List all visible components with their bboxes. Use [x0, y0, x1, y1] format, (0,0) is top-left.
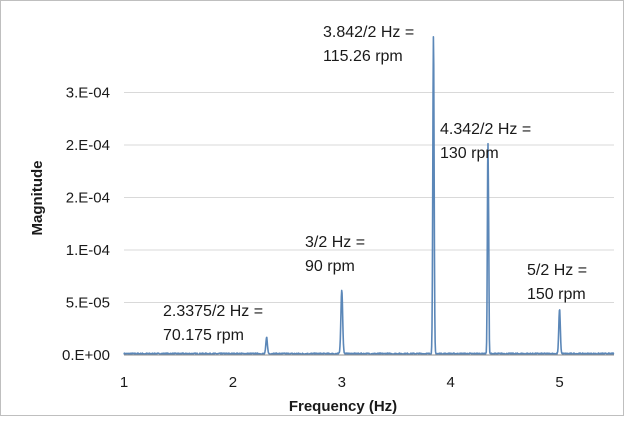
y-tick-label: 2.E-04 — [66, 137, 110, 154]
y-tick-labels: 0.E+00 5.E-05 1.E-04 2.E-04 2.E-04 3.E-04 — [62, 85, 110, 365]
y-tick-label: 0.E+00 — [62, 347, 110, 364]
peak-annotation: 3.842/2 Hz = 115.26 rpm — [323, 24, 414, 65]
annotation-line: 3.842/2 Hz = — [323, 24, 414, 41]
x-tick-label: 3 — [338, 374, 346, 391]
spectrum-line — [123, 35, 615, 356]
spectrum-series — [123, 35, 615, 356]
annotation-line: 150 rpm — [527, 286, 586, 303]
annotation-line: 3/2 Hz = — [305, 234, 365, 251]
peak-annotation: 4.342/2 Hz = 130 rpm — [440, 121, 531, 162]
peak-annotation: 5/2 Hz = 150 rpm — [527, 262, 587, 303]
x-tick-labels: 1 2 3 4 5 — [120, 374, 564, 391]
annotation-line: 2.3375/2 Hz = — [163, 303, 263, 320]
y-tick-label: 5.E-05 — [66, 295, 110, 312]
annotation-line: 4.342/2 Hz = — [440, 121, 531, 138]
x-tick-label: 5 — [555, 374, 563, 391]
y-tick-label: 2.E-04 — [66, 190, 110, 207]
peak-annotations: 2.3375/2 Hz = 70.175 rpm 3/2 Hz = 90 rpm 3.8… — [163, 24, 587, 344]
annotation-line: 90 rpm — [305, 258, 355, 275]
y-axis-title: Magnitude — [29, 161, 46, 236]
peak-annotation: 2.3375/2 Hz = 70.175 rpm — [163, 303, 263, 344]
y-tick-label: 3.E-04 — [66, 85, 110, 102]
x-tick-label: 2 — [229, 374, 237, 391]
annotation-line: 5/2 Hz = — [527, 262, 587, 279]
annotation-line: 70.175 rpm — [163, 327, 244, 344]
x-tick-label: 4 — [446, 374, 454, 391]
gridlines — [124, 92, 614, 303]
annotation-line: 115.26 rpm — [323, 48, 403, 65]
y-tick-label: 1.E-04 — [66, 242, 110, 259]
peak-annotation: 3/2 Hz = 90 rpm — [305, 234, 365, 275]
annotation-line: 130 rpm — [440, 145, 499, 162]
x-tick-label: 1 — [120, 374, 128, 391]
x-axis-title: Frequency (Hz) — [289, 398, 397, 415]
